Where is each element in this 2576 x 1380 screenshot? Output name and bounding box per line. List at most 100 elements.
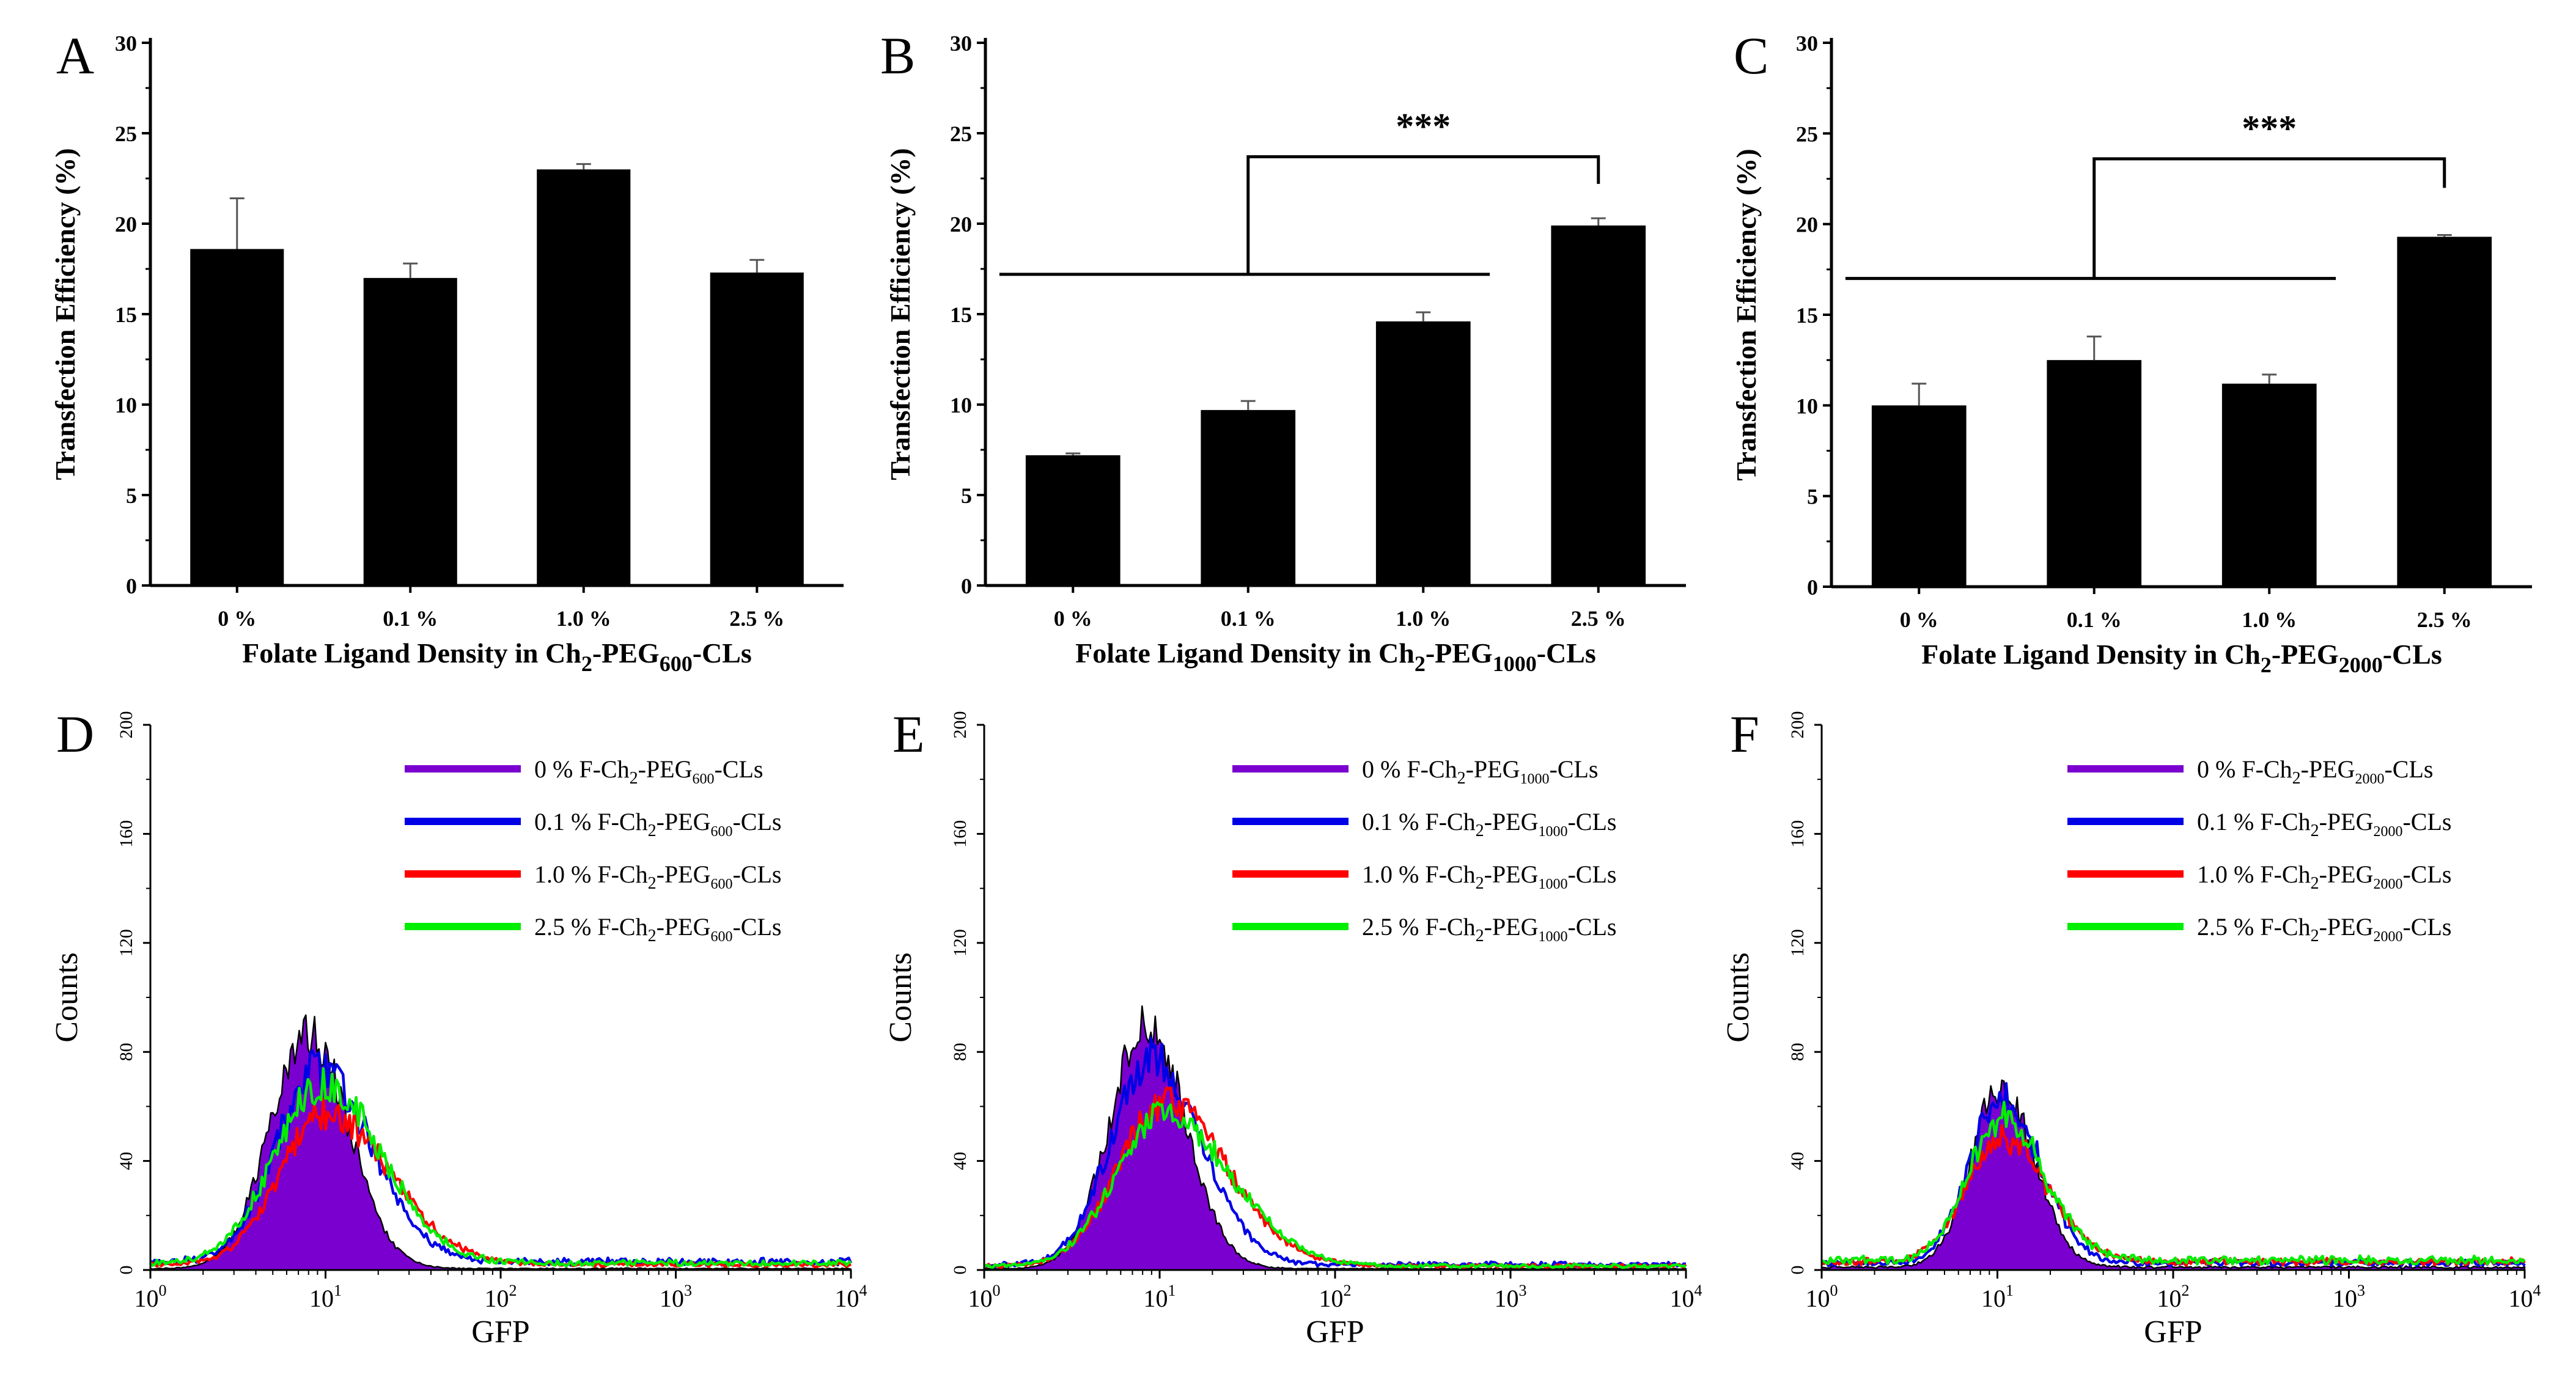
text-part: -PEG [657, 913, 711, 941]
text-part: F-Ch [1400, 755, 1457, 783]
text-part: 1000 [1538, 876, 1567, 892]
text-part: Folate Ligand Density in Ch [1075, 637, 1415, 669]
y-tick-label: 80 [950, 1043, 970, 1061]
text-part: 2 [2261, 653, 2272, 677]
bar-panel-a: A 0 5 10 15 20 25 30 0 % 0.1 % 1.0 % 2.5 % Transfect… [50, 26, 844, 676]
text-part: 10 [1806, 1285, 1830, 1312]
text-part: -CLs [693, 637, 752, 669]
text-part: -CLs [2384, 755, 2433, 783]
text-part: 0.1 % [2197, 808, 2254, 835]
x-tick-label: 0 % [1054, 606, 1092, 631]
x-tick-label: 2.5 % [2417, 607, 2472, 632]
y-axis-title: Counts [1721, 952, 1756, 1042]
y-tick-label: 200 [950, 711, 970, 739]
text-part: F-Ch [573, 755, 629, 783]
text-part: 2 [648, 821, 657, 840]
x-tick-label: 0 % [1900, 607, 1938, 632]
legend-entry-label: 2.5 % F-Ch2-PEG1000-CLs [1362, 913, 1616, 945]
y-tick-label: 20 [115, 212, 137, 237]
text-part: -CLs [1567, 808, 1616, 835]
text-part: -PEG [1466, 755, 1520, 783]
text-part: 2 [2311, 821, 2319, 840]
panel-label: D [56, 705, 94, 763]
x-tick-label: 101 [1144, 1282, 1176, 1312]
text-part: -PEG [2319, 913, 2374, 941]
legend-entry-label: 0 % F-Ch2-PEG600-CLs [534, 755, 763, 788]
text-part: 0 % [2197, 755, 2236, 783]
x-axis-title: GFP [471, 1315, 529, 1349]
histogram-fill-series [983, 1005, 1687, 1271]
x-tick-label: 0.1 % [1221, 606, 1276, 631]
y-tick-label: 200 [116, 711, 136, 739]
legend-entry-label: 0 % F-Ch2-PEG2000-CLs [2197, 755, 2433, 788]
text-part: -CLs [1549, 755, 1598, 783]
text-part: 2.5 % [534, 913, 591, 941]
text-part: Folate Ligand Density in Ch [242, 637, 581, 669]
x-axis-title: Folate Ligand Density in Ch2-PEG1000-CLs [1075, 637, 1596, 676]
significance-label: *** [1396, 106, 1451, 146]
y-tick-label: 0 [126, 574, 137, 598]
significance-bracket [2092, 157, 2446, 279]
y-tick-label: 120 [116, 929, 136, 956]
x-tick-label: 0.1 % [2067, 607, 2122, 632]
y-tick-label: 160 [950, 820, 970, 848]
bar [1871, 405, 1967, 587]
text-part: 2 [630, 769, 638, 788]
text-part: 2 [581, 651, 592, 676]
text-part: 3 [1519, 1282, 1527, 1299]
bar [537, 169, 631, 585]
legend-entry-label: 1.0 % F-Ch2-PEG1000-CLs [1362, 861, 1616, 893]
y-tick-label: 120 [950, 929, 970, 956]
text-part: 600 [710, 876, 732, 892]
x-axis-title: GFP [2144, 1315, 2202, 1349]
legend-entry-label: 1.0 % F-Ch2-PEG2000-CLs [2197, 861, 2451, 893]
y-tick-label: 25 [1796, 122, 1818, 146]
text-part: 10 [1144, 1285, 1168, 1312]
x-tick-label: 1.0 % [2242, 607, 2297, 632]
text-part: -PEG [2272, 639, 2339, 670]
bar [1375, 321, 1471, 585]
text-part: 10 [2333, 1285, 2357, 1312]
legend-entry-label: 2.5 % F-Ch2-PEG2000-CLs [2197, 913, 2451, 945]
panel-label: A [56, 26, 94, 85]
text-part: 2 [1415, 651, 1426, 676]
legend-entry-label: 1.0 % F-Ch2-PEG600-CLs [534, 861, 781, 893]
text-part: -CLs [1537, 637, 1596, 669]
text-part: -CLs [732, 861, 781, 888]
text-part: F-Ch [591, 861, 647, 888]
text-part: 10 [660, 1285, 684, 1312]
x-axis-title: GFP [1306, 1315, 1364, 1349]
text-part: 10 [835, 1285, 859, 1312]
text-part: -PEG [592, 637, 660, 669]
x-tick-label: 104 [1670, 1282, 1702, 1312]
text-part: -PEG [1426, 637, 1493, 669]
y-tick-label: 200 [1787, 711, 1808, 739]
text-part: 0 [1830, 1282, 1838, 1299]
y-tick-label: 10 [115, 393, 137, 417]
y-tick-label: 40 [1787, 1152, 1808, 1170]
significance-label: *** [2242, 108, 2297, 149]
text-part: 10 [1670, 1285, 1695, 1312]
y-tick-label: 15 [1796, 303, 1818, 328]
text-part: 1000 [1538, 929, 1567, 945]
text-part: 2000 [2373, 929, 2402, 945]
y-axis-title: Counts [883, 952, 918, 1042]
y-tick-label: 5 [126, 483, 137, 508]
text-part: -CLs [2383, 639, 2442, 670]
text-part: 2 [2311, 927, 2319, 945]
y-tick-label: 30 [115, 31, 137, 56]
text-part: 3 [684, 1282, 692, 1299]
text-part: -PEG [657, 861, 711, 888]
text-part: 2 [1344, 1282, 1352, 1299]
y-tick-label: 0 [950, 1266, 970, 1275]
histogram-line-series [983, 1101, 1687, 1269]
x-tick-label: 102 [1319, 1282, 1352, 1312]
text-part: 2000 [2373, 824, 2402, 840]
text-part: 2 [2292, 769, 2301, 788]
text-part: 2 [1476, 874, 1484, 893]
text-part: 2 [509, 1282, 517, 1299]
